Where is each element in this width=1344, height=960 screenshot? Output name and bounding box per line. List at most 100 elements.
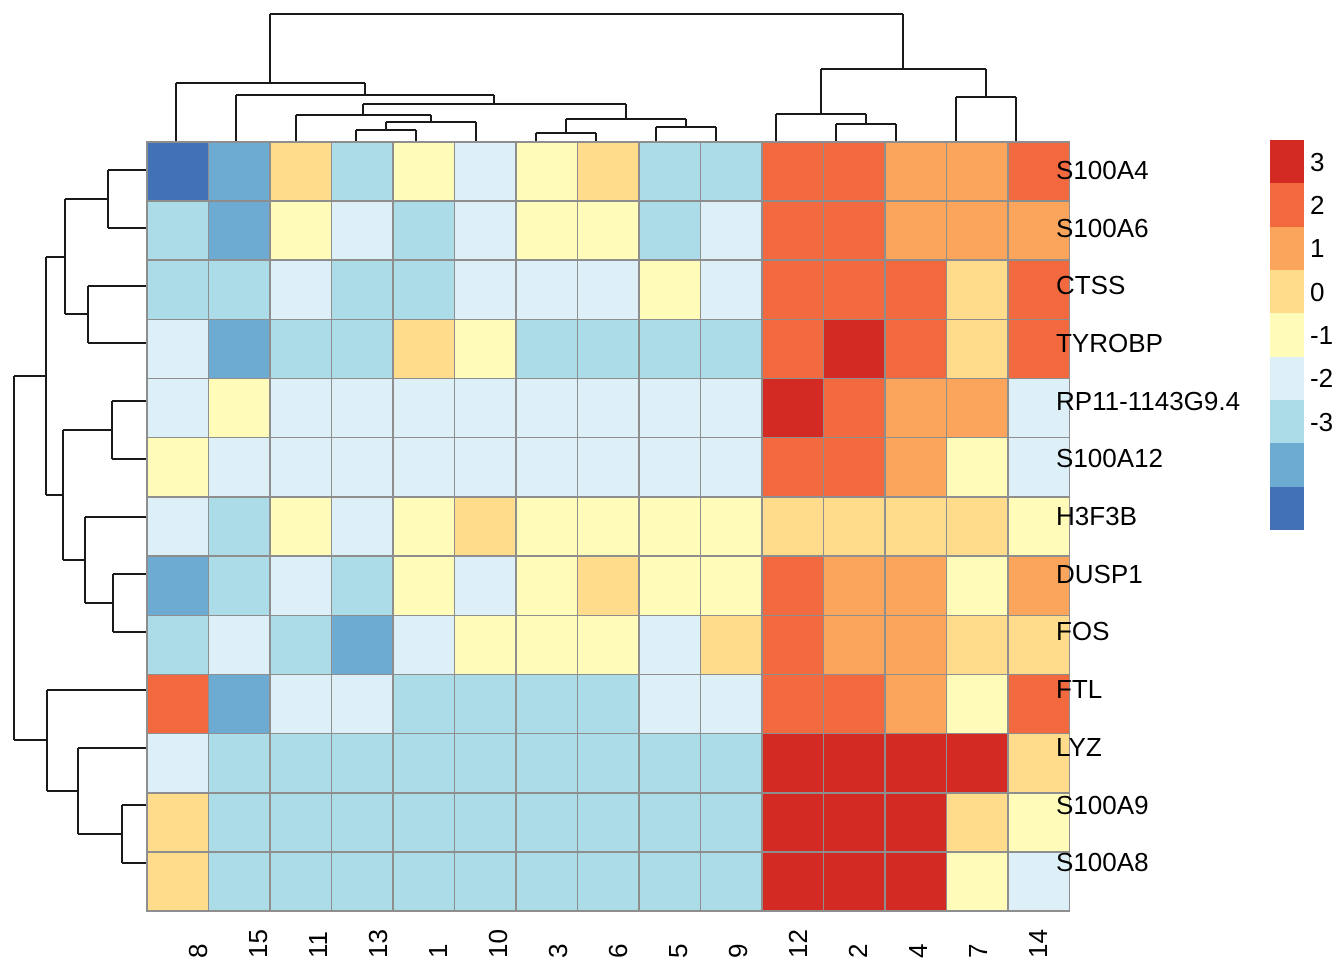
heatmap-cell <box>393 497 454 556</box>
colorbar-band <box>1270 486 1304 530</box>
column-label: 2 <box>843 943 873 958</box>
heatmap-cell <box>885 260 946 319</box>
heatmap-cell <box>270 556 331 615</box>
heatmap-cell <box>516 852 577 911</box>
column-label: 7 <box>963 943 993 958</box>
heatmap-cell <box>332 734 392 793</box>
column-label: 5 <box>663 943 693 958</box>
heatmap-cell <box>639 320 700 378</box>
heatmap-cell <box>455 379 515 437</box>
colorbar-band <box>1270 399 1304 444</box>
heatmap-cell <box>947 320 1007 378</box>
heatmap-cell <box>147 675 208 733</box>
heatmap-cell <box>1008 142 1069 201</box>
heatmap-cell <box>147 852 208 911</box>
heatmap-cell <box>332 260 392 319</box>
heatmap-cell <box>578 320 638 378</box>
heatmap-cell <box>762 675 823 733</box>
heatmap-cell <box>824 260 884 319</box>
heatmap-cell <box>332 793 392 852</box>
heatmap-cell <box>1008 675 1069 733</box>
row-label: S100A8 <box>1056 847 1149 878</box>
heatmap-cell <box>947 142 1007 201</box>
heatmap-cell <box>147 556 208 615</box>
heatmap-cell <box>947 379 1007 437</box>
heatmap-cell <box>701 675 761 733</box>
colorbar-tick-label: -2 <box>1310 363 1334 394</box>
heatmap-cell <box>209 556 269 615</box>
heatmap-cell <box>516 142 577 201</box>
heatmap-cell <box>516 734 577 793</box>
heatmap-cell <box>209 734 269 793</box>
heatmap-cell <box>701 320 761 378</box>
column-label: 11 <box>303 931 333 958</box>
heatmap-cell <box>393 142 454 201</box>
heatmap-cell <box>270 616 331 674</box>
heatmap-cell <box>639 379 700 437</box>
heatmap-cell <box>701 438 761 497</box>
heatmap-cell <box>885 497 946 556</box>
row-dendrogram <box>13 169 146 864</box>
heatmap-cell <box>270 438 331 497</box>
heatmap-cell <box>885 556 946 615</box>
heatmap-cell <box>1008 379 1069 437</box>
heatmap-cell <box>885 379 946 437</box>
heatmap-cell <box>947 675 1007 733</box>
column-label: 6 <box>603 943 633 958</box>
heatmap-cell <box>455 142 515 201</box>
column-label: 1 <box>423 943 453 958</box>
heatmap-cell <box>332 852 392 911</box>
heatmap-cell <box>393 260 454 319</box>
heatmap-cell <box>639 497 700 556</box>
heatmap-cell <box>1008 497 1069 556</box>
heatmap-cell <box>455 260 515 319</box>
heatmap-cell <box>393 616 454 674</box>
heatmap-cell <box>516 438 577 497</box>
heatmap-cell <box>1008 734 1069 793</box>
heatmap-cell <box>455 556 515 615</box>
heatmap-cell <box>947 201 1007 260</box>
heatmap-cell <box>332 320 392 378</box>
colorbar-band <box>1270 226 1304 270</box>
heatmap-cell <box>455 497 515 556</box>
heatmap-cell <box>332 438 392 497</box>
heatmap-cell <box>824 497 884 556</box>
heatmap-cell <box>270 379 331 437</box>
heatmap-cell <box>147 320 208 378</box>
heatmap-cell <box>578 438 638 497</box>
heatmap-cell <box>1008 616 1069 674</box>
heatmap-cell <box>270 852 331 911</box>
heatmap-cell <box>578 675 638 733</box>
heatmap-cell <box>455 616 515 674</box>
column-label: 15 <box>243 929 273 958</box>
column-label-group: 8 15 11 13 1 10 3 6 5 9 12 2 4 7 14 <box>146 898 1053 960</box>
heatmap-cell <box>147 793 208 852</box>
heatmap-cell <box>209 320 269 378</box>
heatmap-cell <box>762 852 823 911</box>
colorbar-band <box>1270 356 1304 400</box>
heatmap-cell <box>578 201 638 260</box>
heatmap-cell <box>516 793 577 852</box>
heatmap-cell <box>578 793 638 852</box>
heatmap-cell <box>209 438 269 497</box>
row-label: FOS <box>1056 616 1110 647</box>
heatmap-cell <box>393 379 454 437</box>
heatmap-cell <box>947 734 1007 793</box>
heatmap-cell <box>270 201 331 260</box>
heatmap-cell <box>393 793 454 852</box>
heatmap-cell <box>885 852 946 911</box>
heatmap-cell <box>332 616 392 674</box>
colorbar-tick-label: 2 <box>1310 190 1325 220</box>
heatmap-cell <box>947 260 1007 319</box>
column-label: 8 <box>183 943 213 958</box>
heatmap-cell <box>578 260 638 319</box>
row-label: H3F3B <box>1056 501 1137 532</box>
heatmap-cell <box>639 675 700 733</box>
heatmap-cell <box>762 793 823 852</box>
heatmap-cell <box>455 438 515 497</box>
heatmap-cell <box>762 734 823 793</box>
column-label: 9 <box>723 943 753 958</box>
heatmap-cell <box>147 142 208 201</box>
heatmap-cell <box>455 675 515 733</box>
